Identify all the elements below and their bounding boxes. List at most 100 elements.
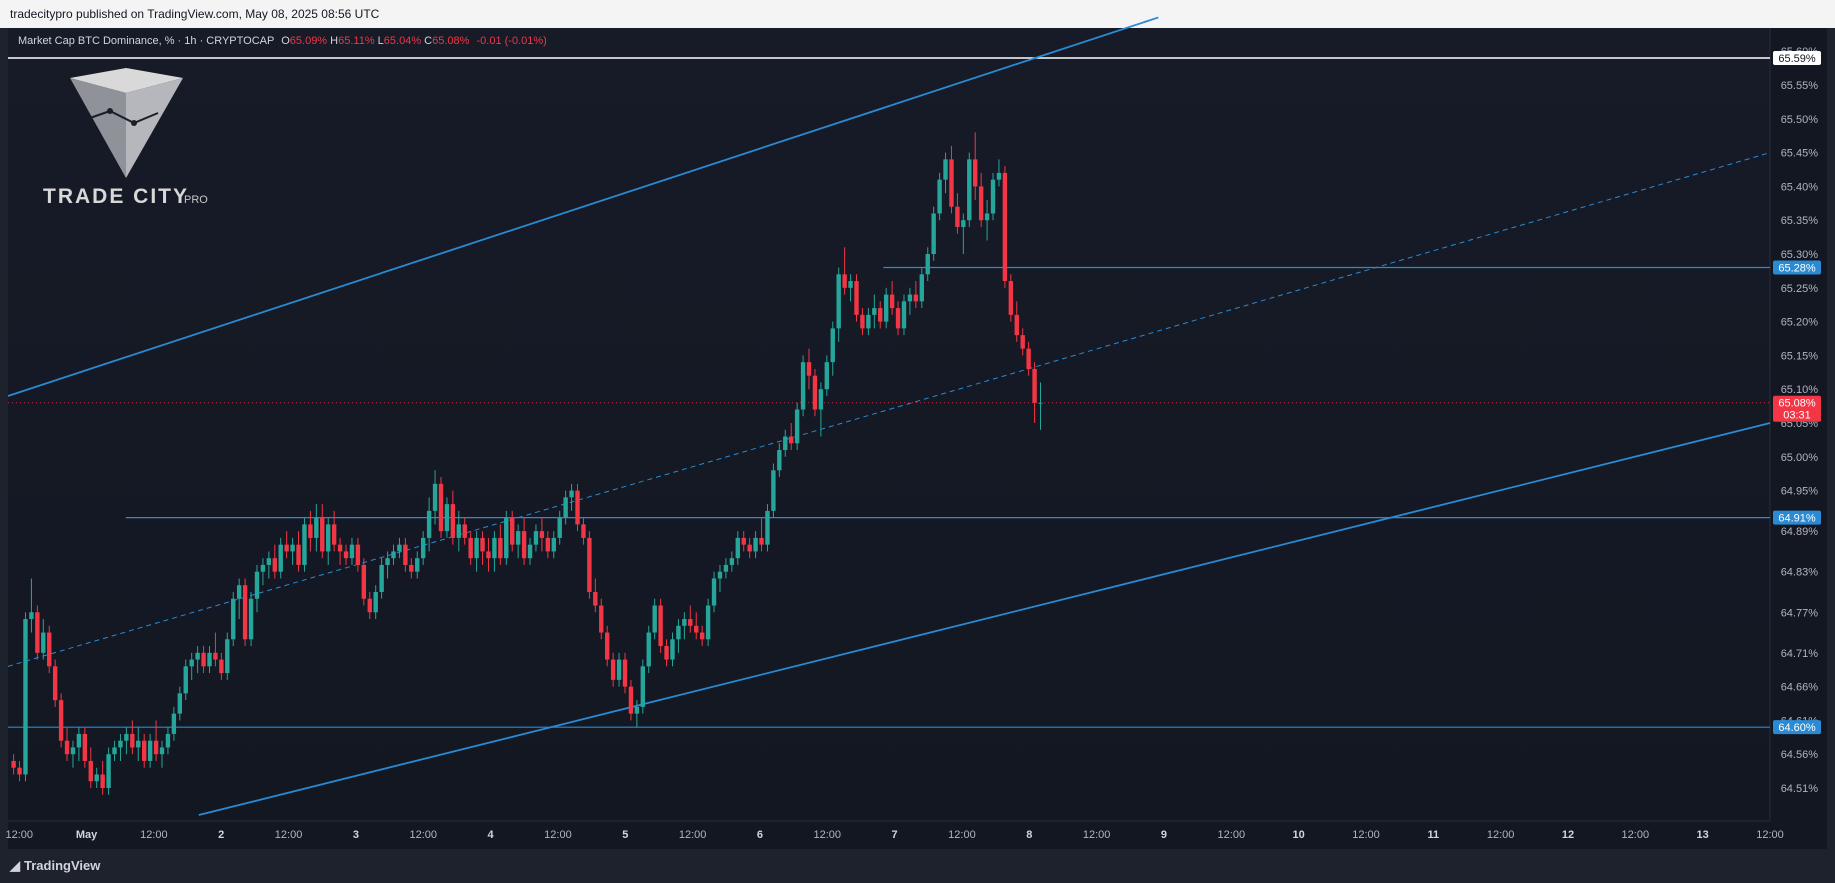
- candle-body[interactable]: [973, 159, 978, 187]
- candle-body[interactable]: [266, 558, 272, 565]
- candle-body[interactable]: [729, 558, 735, 565]
- candle-body[interactable]: [895, 308, 901, 329]
- candle-body[interactable]: [759, 537, 764, 545]
- candle-body[interactable]: [949, 159, 954, 207]
- candle-body[interactable]: [438, 483, 444, 532]
- candle-body[interactable]: [1032, 368, 1037, 403]
- candle-body[interactable]: [682, 619, 687, 626]
- candle-body[interactable]: [403, 544, 408, 565]
- candle-body[interactable]: [646, 632, 651, 667]
- candle-body[interactable]: [860, 314, 865, 329]
- candle-body[interactable]: [694, 625, 699, 633]
- candle-body[interactable]: [794, 409, 800, 444]
- candle-body[interactable]: [741, 537, 746, 545]
- candle-body[interactable]: [925, 254, 930, 275]
- trendline-channel-upper[interactable]: [7, 16, 1159, 397]
- candle-body[interactable]: [616, 659, 622, 680]
- candle-body[interactable]: [480, 537, 485, 552]
- candle-body[interactable]: [984, 213, 990, 221]
- candle-body[interactable]: [462, 524, 467, 538]
- candle-body[interactable]: [159, 747, 165, 755]
- candle-body[interactable]: [391, 551, 396, 559]
- candle-body[interactable]: [118, 740, 123, 748]
- candle-body[interactable]: [254, 571, 260, 599]
- candle-body[interactable]: [492, 537, 497, 559]
- candle-body[interactable]: [872, 308, 877, 315]
- candle-body[interactable]: [260, 564, 266, 572]
- candle-body[interactable]: [130, 733, 135, 748]
- candle-body[interactable]: [456, 524, 461, 538]
- candle-body[interactable]: [290, 544, 295, 552]
- candle-body[interactable]: [486, 551, 491, 559]
- candle-body[interactable]: [818, 389, 824, 410]
- candle-body[interactable]: [978, 186, 984, 221]
- candle-body[interactable]: [88, 760, 93, 782]
- candle-body[interactable]: [320, 517, 325, 552]
- candle-body[interactable]: [747, 544, 752, 552]
- candle-body[interactable]: [812, 375, 818, 410]
- candle-body[interactable]: [385, 558, 390, 565]
- candle-body[interactable]: [58, 700, 64, 741]
- candle-body[interactable]: [141, 740, 147, 761]
- candle-body[interactable]: [777, 450, 782, 471]
- symbol-name[interactable]: Market Cap BTC Dominance, % · 1h · CRYPT…: [18, 35, 275, 47]
- candle-body[interactable]: [664, 646, 669, 660]
- candle-body[interactable]: [943, 159, 948, 180]
- candle-body[interactable]: [171, 713, 177, 734]
- candle-body[interactable]: [889, 294, 895, 309]
- candle-body[interactable]: [789, 436, 794, 444]
- candle-body[interactable]: [213, 652, 218, 660]
- candle-body[interactable]: [783, 436, 788, 451]
- candle-body[interactable]: [604, 632, 610, 660]
- candle-body[interactable]: [723, 564, 729, 572]
- candle-body[interactable]: [996, 172, 1002, 180]
- candle-body[interactable]: [41, 632, 46, 653]
- candle-body[interactable]: [551, 537, 556, 552]
- candle-body[interactable]: [248, 598, 254, 640]
- candle-body[interactable]: [563, 497, 568, 518]
- candle-body[interactable]: [913, 294, 919, 302]
- candle-body[interactable]: [688, 619, 693, 626]
- candle-body[interactable]: [717, 571, 723, 579]
- candle-body[interactable]: [361, 564, 367, 599]
- candle-body[interactable]: [699, 632, 705, 640]
- candle-body[interactable]: [907, 294, 913, 302]
- candle-body[interactable]: [498, 537, 503, 559]
- candle-body[interactable]: [919, 274, 924, 302]
- candle-body[interactable]: [450, 504, 456, 538]
- candle-body[interactable]: [842, 274, 847, 288]
- candle-body[interactable]: [153, 740, 159, 755]
- candle-body[interactable]: [610, 659, 616, 680]
- candle-body[interactable]: [836, 274, 841, 329]
- candle-body[interactable]: [326, 524, 331, 552]
- candle-body[interactable]: [765, 510, 770, 545]
- candle-body[interactable]: [569, 490, 574, 498]
- candle-body[interactable]: [1026, 348, 1031, 369]
- candle-body[interactable]: [658, 605, 663, 647]
- candle-body[interactable]: [124, 733, 129, 741]
- candle-body[interactable]: [76, 733, 82, 748]
- candle-body[interactable]: [931, 213, 936, 255]
- candle-body[interactable]: [337, 544, 343, 552]
- candle-body[interactable]: [533, 531, 539, 545]
- candle-body[interactable]: [848, 281, 853, 288]
- candle-body[interactable]: [545, 537, 551, 552]
- candle-body[interactable]: [94, 774, 99, 782]
- candle-body[interactable]: [195, 652, 200, 660]
- candle-body[interactable]: [165, 733, 171, 748]
- candle-body[interactable]: [587, 537, 592, 592]
- candle-body[interactable]: [1038, 402, 1043, 404]
- candle-body[interactable]: [961, 220, 966, 227]
- candle-body[interactable]: [593, 591, 598, 606]
- candle-body[interactable]: [201, 652, 206, 667]
- candle-body[interactable]: [575, 490, 580, 525]
- candle-body[interactable]: [628, 686, 634, 714]
- candle-body[interactable]: [581, 524, 586, 538]
- candle-body[interactable]: [955, 206, 960, 227]
- candle-body[interactable]: [219, 659, 224, 674]
- candle-body[interactable]: [599, 605, 604, 633]
- candle-body[interactable]: [409, 564, 414, 572]
- candle-body[interactable]: [47, 632, 52, 667]
- candle-body[interactable]: [314, 517, 319, 538]
